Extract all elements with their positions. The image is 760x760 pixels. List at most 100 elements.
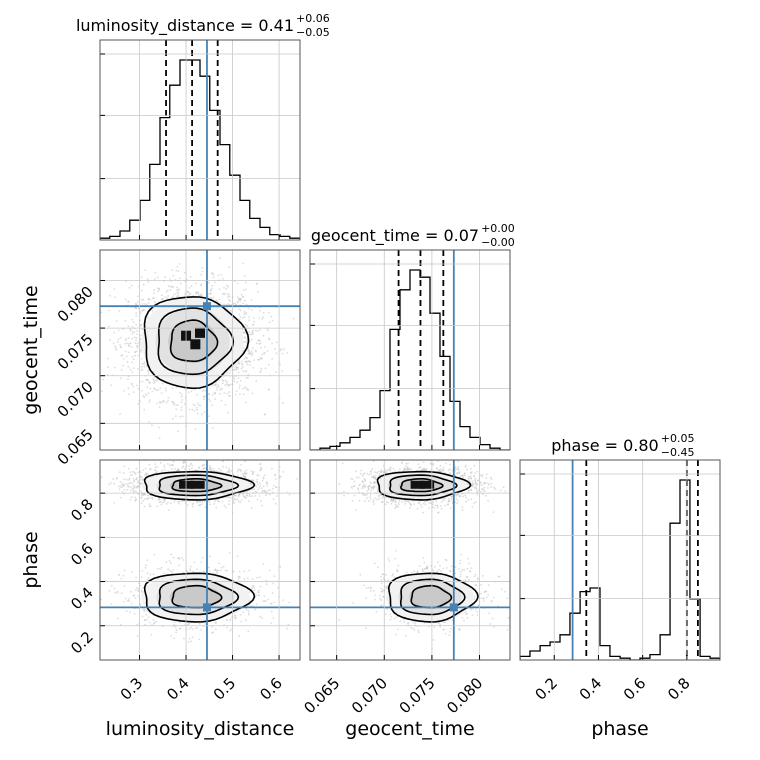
sample-point xyxy=(218,298,221,301)
sample-point xyxy=(142,499,145,502)
sample-point xyxy=(288,601,291,604)
sample-point xyxy=(137,354,140,357)
sample-point xyxy=(123,389,125,392)
sample-point xyxy=(187,641,190,644)
sample-point xyxy=(140,497,143,500)
sample-point xyxy=(189,292,192,295)
sample-point xyxy=(236,282,239,285)
sample-point xyxy=(143,309,146,311)
sample-point xyxy=(197,412,199,415)
sample-point xyxy=(250,333,253,336)
sample-point xyxy=(241,366,244,368)
sample-point xyxy=(227,285,230,288)
sample-point xyxy=(237,298,240,301)
sample-point xyxy=(215,299,218,301)
sample-point xyxy=(110,603,113,605)
sample-point xyxy=(211,626,214,628)
sample-point xyxy=(129,342,132,345)
sample-point xyxy=(130,489,132,492)
sample-point xyxy=(123,465,126,468)
sample-point xyxy=(258,358,260,361)
sample-point xyxy=(195,469,197,471)
sample-point xyxy=(235,390,238,392)
sample-point xyxy=(255,350,257,353)
sample-point xyxy=(272,582,274,585)
sample-point xyxy=(171,400,174,403)
sample-point xyxy=(207,293,210,296)
sample-point xyxy=(117,617,119,620)
sample-point xyxy=(260,467,263,470)
sample-point xyxy=(131,474,134,476)
sample-point xyxy=(259,309,261,312)
sample-point xyxy=(154,379,157,382)
sample-point xyxy=(202,389,205,392)
sample-point xyxy=(134,597,137,599)
sample-point xyxy=(239,298,242,301)
sample-point xyxy=(220,387,223,390)
sample-point xyxy=(124,298,127,301)
sample-point xyxy=(218,288,221,291)
sample-point xyxy=(172,460,175,463)
sample-point xyxy=(264,413,266,416)
sample-point xyxy=(191,467,193,470)
sample-point xyxy=(175,292,177,295)
sample-point xyxy=(191,464,194,467)
density-core xyxy=(190,339,201,350)
sample-point xyxy=(173,402,176,405)
sample-point xyxy=(140,289,143,292)
sample-point xyxy=(241,317,244,319)
sample-point xyxy=(127,345,130,348)
sample-point xyxy=(134,354,137,357)
sample-point xyxy=(136,342,139,344)
sample-point xyxy=(226,381,228,383)
sample-point xyxy=(230,628,233,630)
sample-point xyxy=(245,377,248,379)
sample-point xyxy=(233,614,236,617)
sample-point xyxy=(115,478,118,480)
sample-point xyxy=(187,391,190,394)
sample-point xyxy=(255,491,258,493)
sample-point xyxy=(137,367,139,370)
sample-point xyxy=(242,387,245,390)
y-tick-label: 0.070 xyxy=(54,378,97,421)
sample-point xyxy=(237,495,240,498)
sample-point xyxy=(133,331,136,334)
sample-point xyxy=(128,477,131,480)
sample-point xyxy=(143,610,146,613)
sample-point xyxy=(238,313,241,316)
sample-point xyxy=(119,496,122,499)
sample-point xyxy=(120,592,123,595)
sample-point xyxy=(165,389,167,392)
sample-point xyxy=(286,352,289,354)
sample-point xyxy=(126,489,129,491)
sample-point xyxy=(248,500,250,502)
sample-point xyxy=(233,377,236,380)
sample-point xyxy=(194,388,197,391)
sample-point xyxy=(232,376,235,378)
sample-point xyxy=(156,378,158,380)
sample-point xyxy=(223,292,226,295)
sample-point xyxy=(246,388,249,391)
sample-point xyxy=(132,485,135,488)
x-tick-label: 0.8 xyxy=(664,674,694,704)
sample-point xyxy=(246,325,249,327)
sample-point xyxy=(141,303,144,305)
sample-point xyxy=(259,585,262,588)
sample-point xyxy=(200,273,203,276)
sample-point xyxy=(146,316,149,319)
sample-point xyxy=(224,403,227,406)
sample-point xyxy=(181,500,184,503)
sample-point xyxy=(154,388,156,391)
sample-point xyxy=(253,471,255,473)
sample-point xyxy=(253,586,256,589)
sample-point xyxy=(113,288,116,290)
sample-point xyxy=(140,496,143,498)
sample-point xyxy=(228,293,230,296)
sample-point xyxy=(108,325,110,328)
sample-point xyxy=(198,467,201,469)
title-plus: +0.05 xyxy=(661,432,695,445)
sample-point xyxy=(248,490,251,492)
sample-point xyxy=(178,288,181,291)
sample-point xyxy=(251,352,254,354)
sample-point xyxy=(244,311,247,314)
